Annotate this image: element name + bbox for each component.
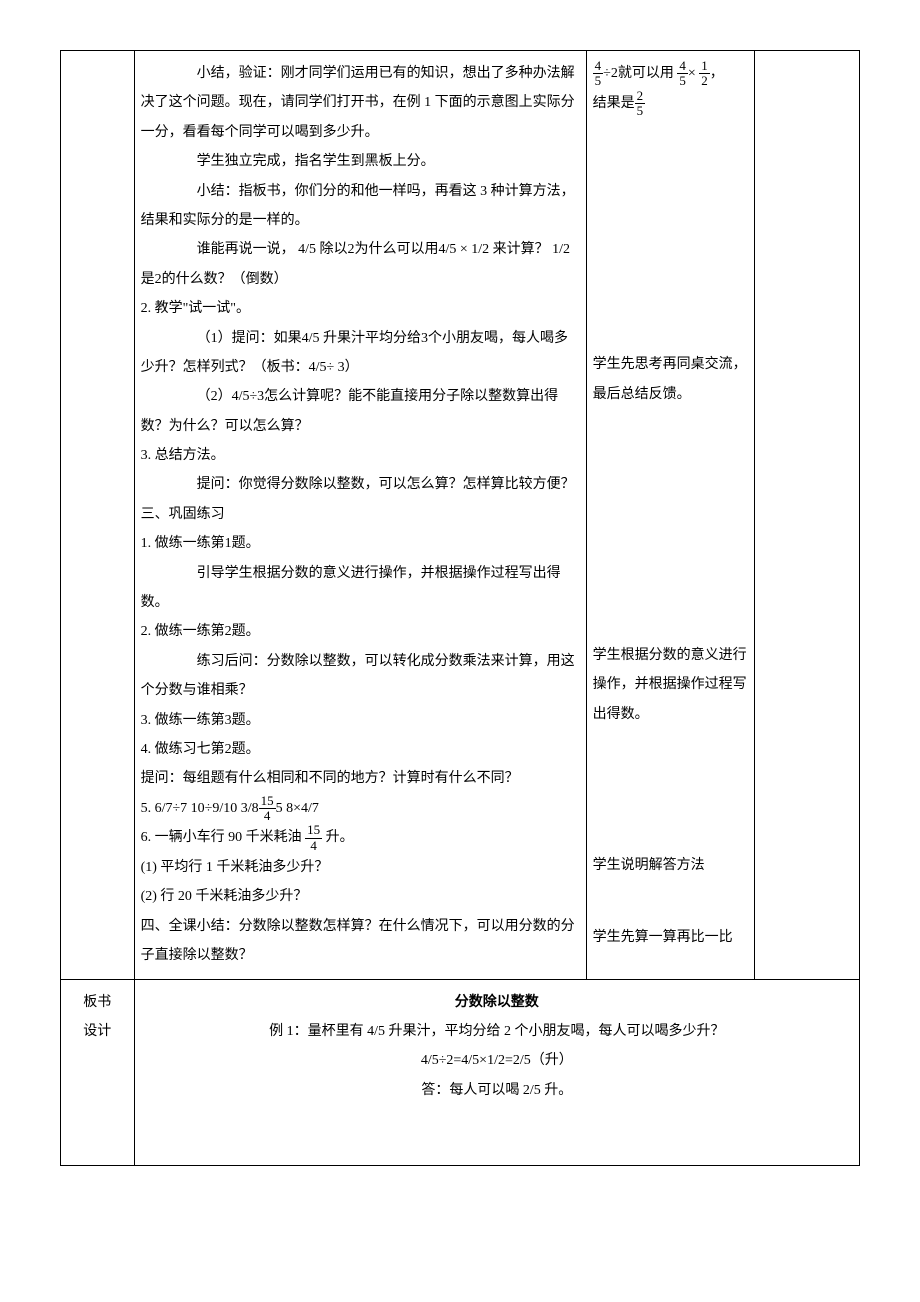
spacer-3	[593, 741, 748, 851]
note-1d: 结果是	[593, 96, 635, 111]
practice-4: 4. 做练习七第2题。	[141, 735, 580, 764]
board-label-cell: 板书 设计	[61, 979, 135, 1166]
board-title: 分数除以整数	[141, 988, 853, 1017]
practice-6a: 6. 一辆小车行 90 千米耗油	[141, 830, 306, 845]
practice-6-1: (1) 平均行 1 千米耗油多少升？	[141, 853, 580, 882]
practice-6-2: (2) 行 20 千米耗油多少升？	[141, 882, 580, 911]
note-compare: 学生先算一算再比一比	[593, 923, 748, 952]
content-row: 小结，验证：刚才同学们运用已有的知识，想出了多种办法解决了这个问题。现在，请同学…	[61, 51, 860, 980]
frac-2-5: 25	[635, 89, 646, 119]
tryit-q1: （1）提问：如果4/5 升果汁平均分给3个小朋友喝，每人喝多少升？怎样列式？（板…	[141, 324, 580, 383]
frac-15-4b: 154	[305, 823, 322, 853]
who-say: 谁能再说一说， 4/5 除以2为什么可以用4/5 × 1/2 来计算？ 1/2 …	[141, 235, 580, 294]
board-answer: 答：每人可以喝 2/5 升。	[141, 1076, 853, 1105]
student-work: 学生独立完成，指名学生到黑板上分。	[141, 147, 580, 176]
practice-2-q: 练习后问：分数除以整数，可以转化成分数乘法来计算，用这个分数与谁相乘？	[141, 647, 580, 706]
practice-5b: 5 8×4/7	[276, 801, 319, 816]
note-1b: ×	[688, 66, 699, 81]
note-1a: ÷2就可以用	[603, 66, 677, 81]
practice-q: 提问：每组题有什么相同和不同的地方？计算时有什么不同？	[141, 764, 580, 793]
summary-board: 小结：指板书，你们分的和他一样吗，再看这 3 种计算方法，结果和实际分的是一样的…	[141, 177, 580, 236]
practice-5a: 5. 6/7÷7 10÷9/10 3/8	[141, 801, 259, 816]
spacer-1	[593, 130, 748, 350]
practice-6b: 升。	[322, 830, 354, 845]
remark-cell	[754, 51, 859, 980]
summarize-q: 提问：你觉得分数除以整数，可以怎么算？怎样算比较方便？	[141, 470, 580, 499]
teaching-process-cell: 小结，验证：刚才同学们运用已有的知识，想出了多种办法解决了这个问题。现在，请同学…	[134, 51, 586, 980]
note-operate: 学生根据分数的意义进行操作，并根据操作过程写出得数。	[593, 641, 748, 729]
practice-1-guide: 引导学生根据分数的意义进行操作，并根据操作过程写出得数。	[141, 559, 580, 618]
note-1c: ，	[710, 66, 724, 81]
spacer-2	[593, 421, 748, 641]
student-activity-cell: 45÷2就可以用 45× 12， 结果是25 学生先思考再同桌交流，最后总结反馈…	[586, 51, 754, 980]
note-explain: 学生说明解答方法	[593, 851, 748, 880]
frac-15-4: 154	[259, 794, 276, 824]
row-label-cell	[61, 51, 135, 980]
section-practice: 三、巩固练习	[141, 500, 580, 529]
frac-4-5b: 45	[677, 59, 688, 89]
tryit-q2: （2）4/5÷3怎么计算呢？能不能直接用分子除以整数算出得数？为什么？可以怎么算…	[141, 382, 580, 441]
board-content-cell: 分数除以整数 例 1：量杯里有 4/5 升果汁，平均分给 2 个小朋友喝，每人可…	[134, 979, 859, 1166]
practice-2: 2. 做练一练第2题。	[141, 617, 580, 646]
board-equation: 4/5÷2=4/5×1/2=2/5（升）	[141, 1046, 853, 1075]
frac-4-5: 45	[593, 59, 604, 89]
practice-6: 6. 一辆小车行 90 千米耗油 154 升。	[141, 823, 580, 853]
frac-1-2: 12	[699, 59, 710, 89]
teach-tryit: 2. 教学"试一试"。	[141, 294, 580, 323]
note-think: 学生先思考再同桌交流，最后总结反馈。	[593, 350, 748, 409]
board-label-1: 板书	[67, 988, 128, 1017]
spacer-4	[593, 893, 748, 923]
summarize-method: 3. 总结方法。	[141, 441, 580, 470]
lesson-plan-table: 小结，验证：刚才同学们运用已有的知识，想出了多种办法解决了这个问题。现在，请同学…	[60, 50, 860, 1166]
board-label-2: 设计	[67, 1017, 128, 1046]
note-frac-calc: 45÷2就可以用 45× 12， 结果是25	[593, 59, 748, 118]
board-example: 例 1：量杯里有 4/5 升果汁，平均分给 2 个小朋友喝，每人可以喝多少升？	[141, 1017, 853, 1046]
practice-1: 1. 做练一练第1题。	[141, 529, 580, 558]
practice-5: 5. 6/7÷7 10÷9/10 3/81545 8×4/7	[141, 794, 580, 824]
practice-3: 3. 做练一练第3题。	[141, 706, 580, 735]
summary-verify: 小结，验证：刚才同学们运用已有的知识，想出了多种办法解决了这个问题。现在，请同学…	[141, 59, 580, 147]
board-design-row: 板书 设计 分数除以整数 例 1：量杯里有 4/5 升果汁，平均分给 2 个小朋…	[61, 979, 860, 1166]
lesson-summary: 四、全课小结：分数除以整数怎样算？在什么情况下，可以用分数的分子直接除以整数？	[141, 912, 580, 971]
